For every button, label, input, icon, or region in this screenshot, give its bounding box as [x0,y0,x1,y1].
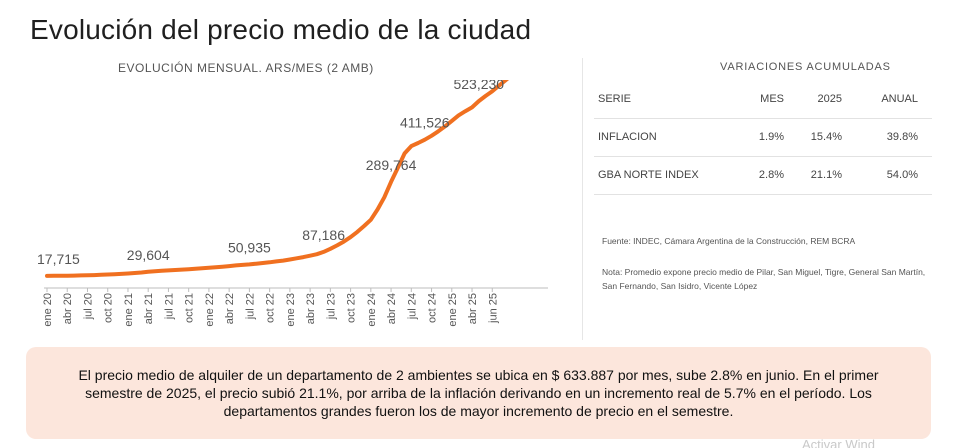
data-label: 523,230 [453,80,504,92]
price-series-line [45,80,510,278]
x-tick-label: ene 21 [123,293,135,327]
table-header-row: SERIE MES 2025 ANUAL [594,80,932,119]
x-tick-label: oct 20 [103,293,115,323]
methodology-note: Nota: Promedio expone precio medio de Pi… [602,267,926,291]
variations-table: SERIE MES 2025 ANUAL INFLACION 1.9% 15.4… [594,80,932,195]
x-tick-label: jul 22 [244,293,256,320]
x-tick-label: jul 21 [163,293,175,320]
x-tick-label: jul 20 [82,293,94,320]
row-inflacion-anual: 39.8% [858,118,932,157]
row-gba-anual: 54.0% [858,156,932,195]
x-tick-label: jul 23 [325,293,337,320]
x-tick-label: abr 23 [305,293,317,324]
page-title: Evolución del precio medio de la ciudad [30,14,532,45]
data-label: 29,604 [127,247,170,263]
x-tick-label: oct 22 [265,293,277,323]
x-tick-label: ene 25 [447,293,459,327]
summary-text: El precio medio de alquiler de un depart… [78,367,879,419]
table-row: INFLACION 1.9% 15.4% 39.8% [594,118,932,157]
row-gba-mes: 2.8% [744,156,800,195]
data-label: 289,764 [366,157,417,173]
x-tick-label: ene 23 [285,293,297,327]
row-gba-serie: GBA NORTE INDEX [594,156,744,195]
row-inflacion-2025: 15.4% [800,118,858,157]
header-2025: 2025 [800,80,858,119]
header-anual: ANUAL [858,80,932,119]
source-note: Fuente: INDEC, Cámara Argentina de la Co… [602,236,856,246]
row-inflacion-mes: 1.9% [744,118,800,157]
row-gba-2025: 21.1% [800,156,858,195]
x-tick-label: oct 21 [184,293,196,323]
data-label: 87,186 [302,227,345,243]
x-tick-label: abr 24 [386,293,398,324]
table-row: GBA NORTE INDEX 2.8% 21.1% 54.0% [594,156,932,195]
summary-box: El precio medio de alquiler de un depart… [26,347,931,439]
x-tick-label: jun 25 [487,293,499,324]
data-label: 411,526 [400,115,450,131]
vertical-divider [582,58,583,340]
data-label: 17,715 [37,251,80,267]
data-label: 50,935 [228,239,271,255]
x-tick-label: oct 24 [427,293,439,323]
x-tick-label: abr 25 [467,293,479,324]
x-tick-label: abr 21 [143,293,155,324]
x-tick-label: ene 24 [366,293,378,327]
x-tick-label: ene 22 [204,293,216,327]
header-mes: MES [744,80,800,119]
x-tick-label: abr 20 [62,293,74,324]
price-line-chart: ene 20 abr 20 jul 20 oct 20 ene 21 abr 21 jul … [37,80,548,327]
row-inflacion-serie: INFLACION [594,118,744,157]
windows-watermark: Activar Wind [802,437,875,448]
table-title: VARIACIONES ACUMULADAS [720,61,891,73]
x-tick-label: oct 23 [346,293,358,323]
x-tick-label: jul 24 [406,293,418,320]
x-tick-label: abr 22 [224,293,236,324]
chart-subtitle: EVOLUCIÓN MENSUAL. ARS/MES (2 AMB) [118,61,374,75]
header-serie: SERIE [594,80,744,119]
x-tick-label: ene 20 [42,293,54,327]
